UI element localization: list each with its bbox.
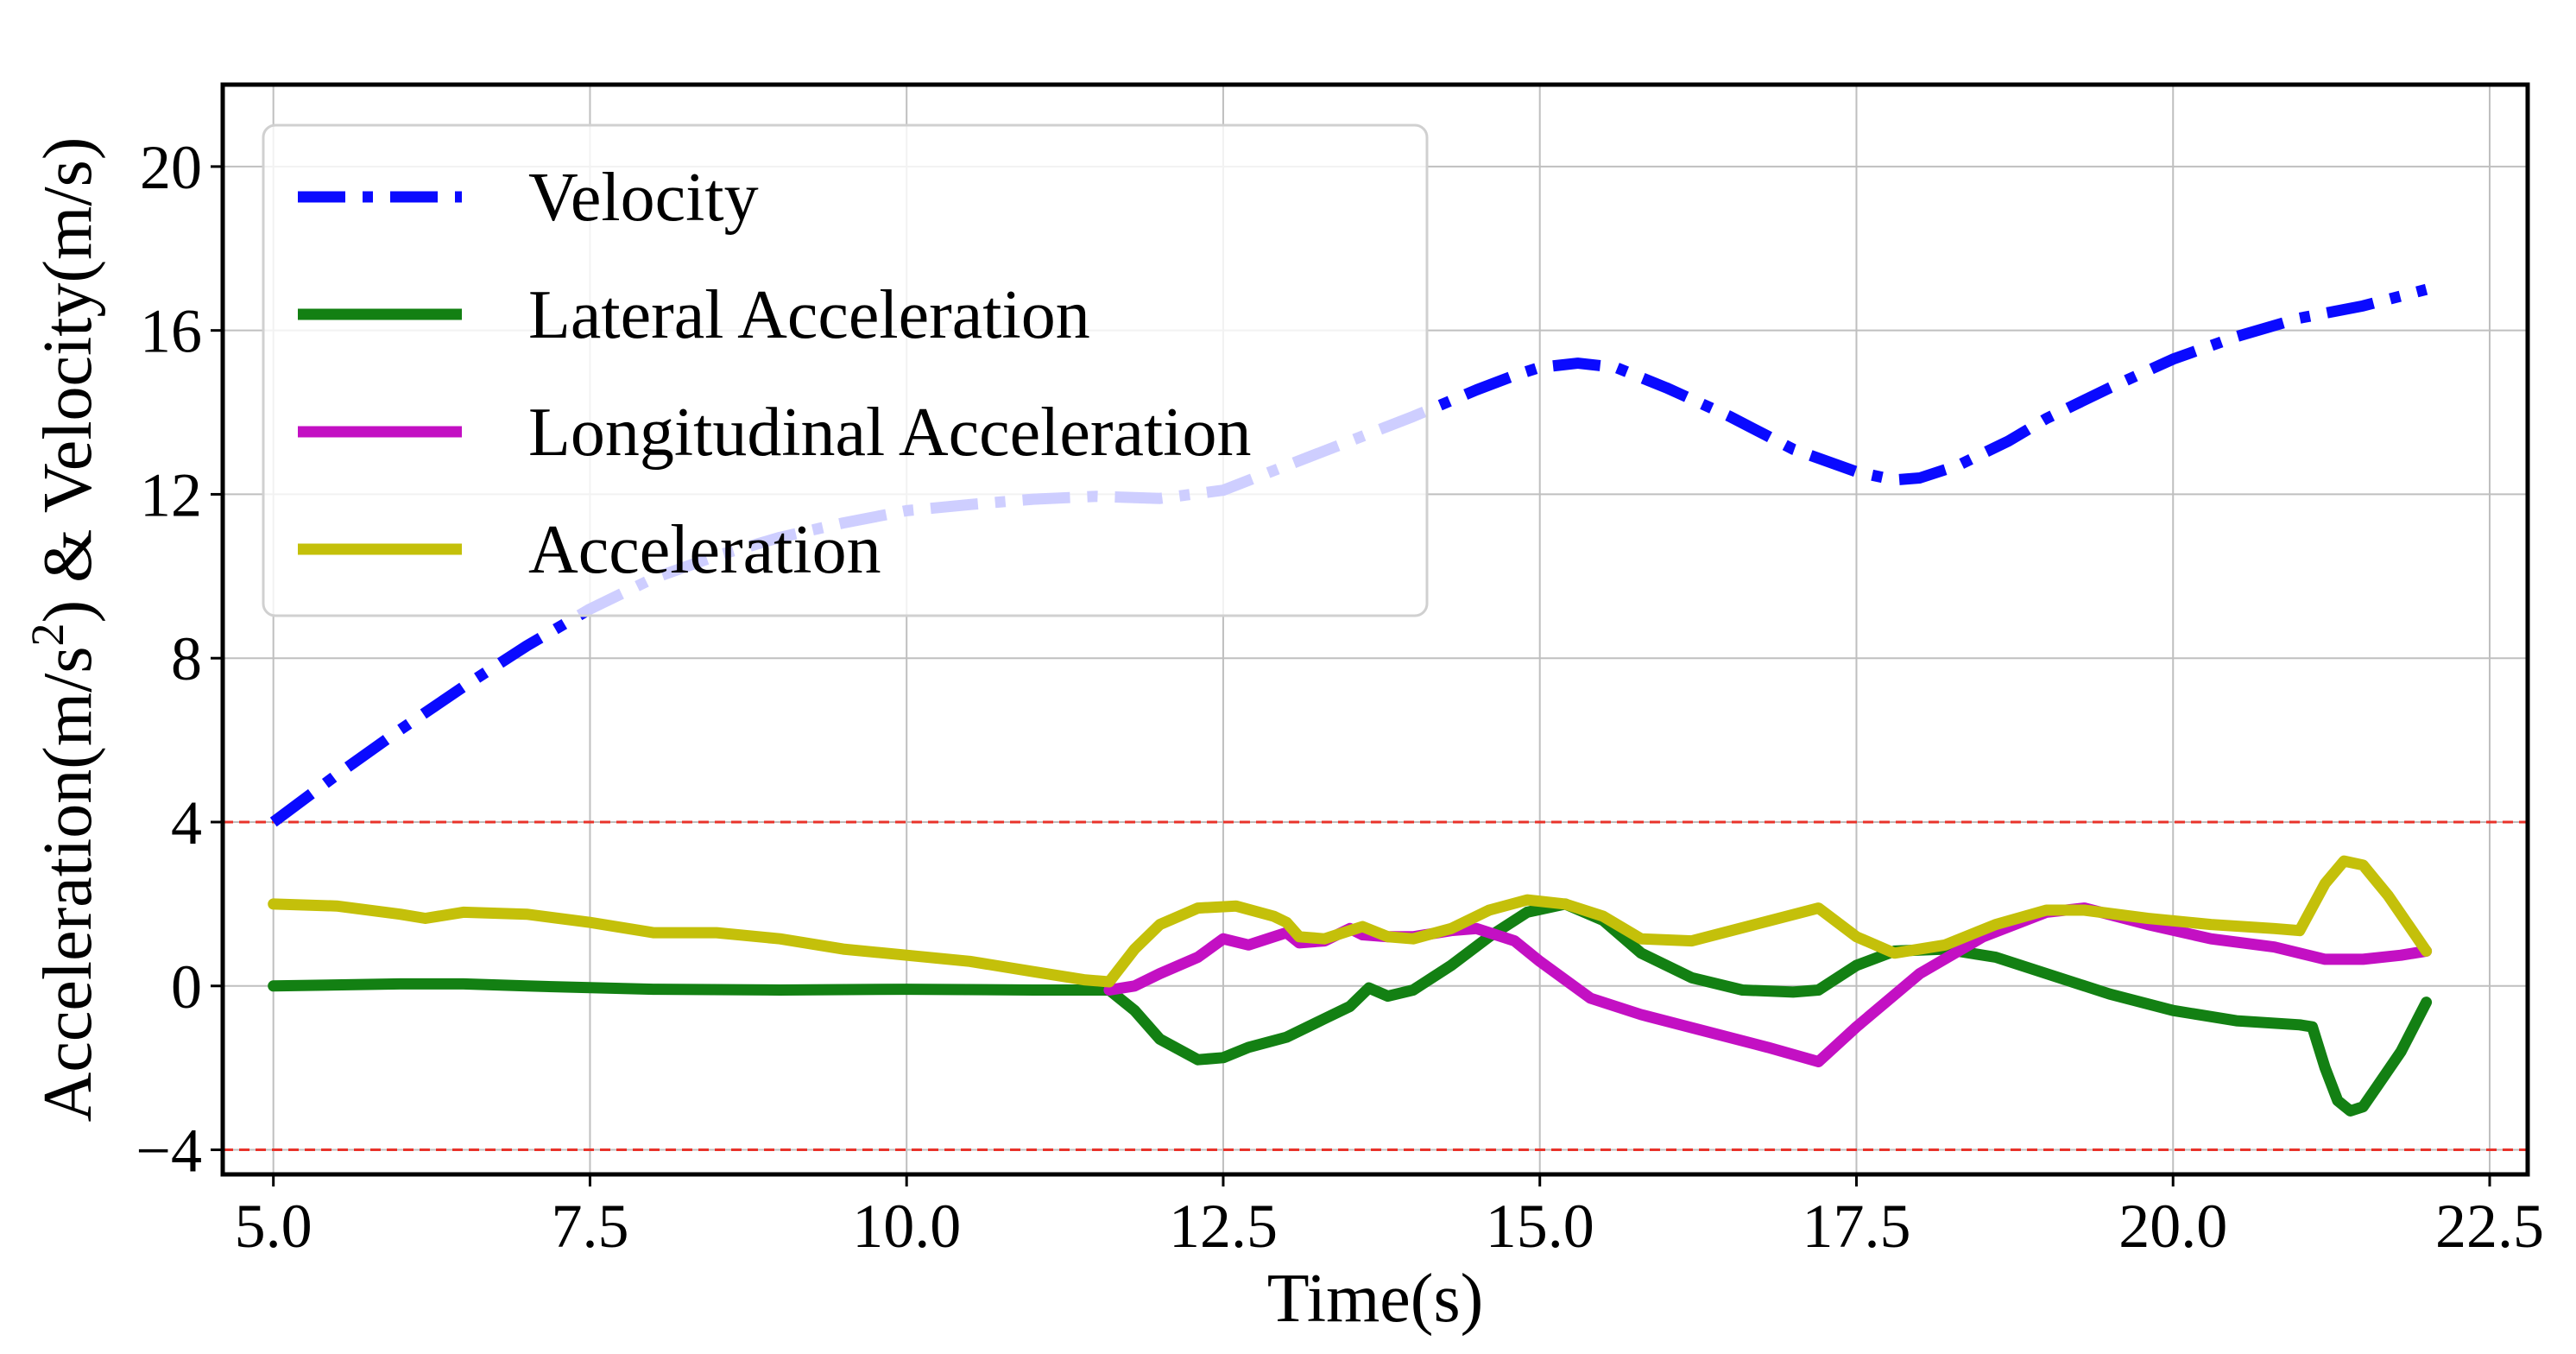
series-line-longitudinal-acceleration	[1103, 902, 2433, 1067]
x-tick-label: 10.0	[852, 1192, 961, 1261]
y-tick-label: 4	[171, 788, 202, 857]
x-tick-label: 15.0	[1486, 1192, 1594, 1261]
legend-label-lateral-acceleration: Lateral Acceleration	[528, 277, 1090, 353]
y-tick-label: −4	[136, 1117, 202, 1186]
ticks: 5.0 7.5 10.0 12.5 15.0 17.5 20.0 22.5 −4 0 4 8 12 16 2…	[136, 133, 2544, 1261]
x-tick-label: 20.0	[2118, 1192, 2227, 1261]
legend-label-velocity: Velocity	[528, 160, 759, 236]
legend-entries: Velocity Lateral Acceleration Longitudinal…	[298, 160, 1252, 588]
y-axis-label: Acceleration(m/s2) & Velocity(m/s)	[22, 137, 106, 1123]
x-tick-label: 7.5	[551, 1192, 628, 1261]
x-tick-label: 5.0	[235, 1192, 313, 1261]
x-tick-label: 12.5	[1169, 1192, 1278, 1261]
x-tick-label: 22.5	[2435, 1192, 2544, 1261]
y-axis-label-main: Acceleration(m/s	[30, 647, 106, 1123]
legend-label-acceleration: Acceleration	[528, 512, 881, 588]
x-tick-label: 17.5	[1802, 1192, 1910, 1261]
y-axis-label-superscript: 2	[22, 623, 73, 647]
plot-frame	[220, 82, 2530, 1177]
legend-box	[262, 123, 1429, 617]
y-axis-label-tail: ) & Velocity(m/s)	[30, 137, 106, 623]
y-tick-label: 8	[171, 624, 202, 693]
x-axis-label: Time(s)	[1267, 1261, 1483, 1337]
y-tick-label: 16	[140, 297, 202, 366]
y-tick-label: 0	[171, 952, 202, 1022]
y-tick-label: 12	[140, 460, 202, 529]
series-line-acceleration	[268, 855, 2433, 988]
y-tick-label: 20	[140, 133, 202, 202]
legend-label-longitudinal-acceleration: Longitudinal Acceleration	[528, 395, 1252, 471]
reference-lines	[223, 820, 2528, 1152]
legend: Velocity Lateral Acceleration Longitudinal…	[262, 123, 1429, 617]
